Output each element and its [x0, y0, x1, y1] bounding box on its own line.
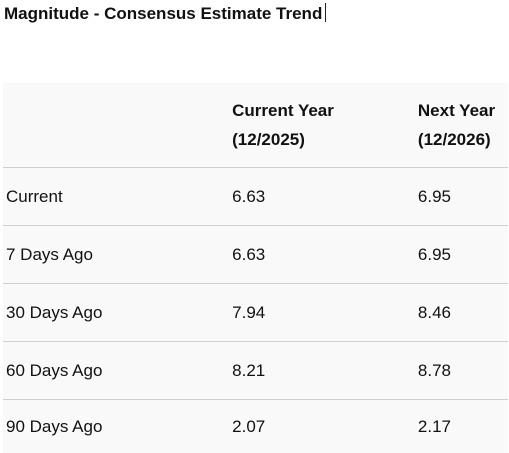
row-label: 7 Days Ago — [3, 226, 232, 284]
cell: 6.95 — [418, 168, 508, 226]
cell: 6.63 — [232, 168, 418, 226]
title-wrap: Magnitude - Consensus Estimate Trend — [4, 3, 326, 24]
row-label: 60 Days Ago — [3, 342, 232, 400]
text-cursor — [325, 3, 326, 22]
header-row: Current Year (12/2025)Next Year (12/2026… — [3, 83, 508, 168]
row-label: 30 Days Ago — [3, 284, 232, 342]
cell: 6.95 — [418, 226, 508, 284]
column-header: Next Year (12/2026) — [418, 83, 508, 168]
estimate-table: Current Year (12/2025)Next Year (12/2026… — [3, 83, 508, 453]
column-header: Current Year (12/2025) — [232, 83, 418, 168]
table-head: Current Year (12/2025)Next Year (12/2026… — [3, 83, 508, 168]
cell: 2.07 — [232, 400, 418, 453]
cell: 2.17 — [418, 400, 508, 453]
cell: 8.78 — [418, 342, 508, 400]
page-title: Magnitude - Consensus Estimate Trend — [4, 4, 322, 23]
cell: 6.63 — [232, 226, 418, 284]
column-header — [3, 83, 232, 168]
row-label: 90 Days Ago — [3, 400, 232, 453]
cell: 7.94 — [232, 284, 418, 342]
row-label: Current — [3, 168, 232, 226]
cell: 8.21 — [232, 342, 418, 400]
cell: 8.46 — [418, 284, 508, 342]
